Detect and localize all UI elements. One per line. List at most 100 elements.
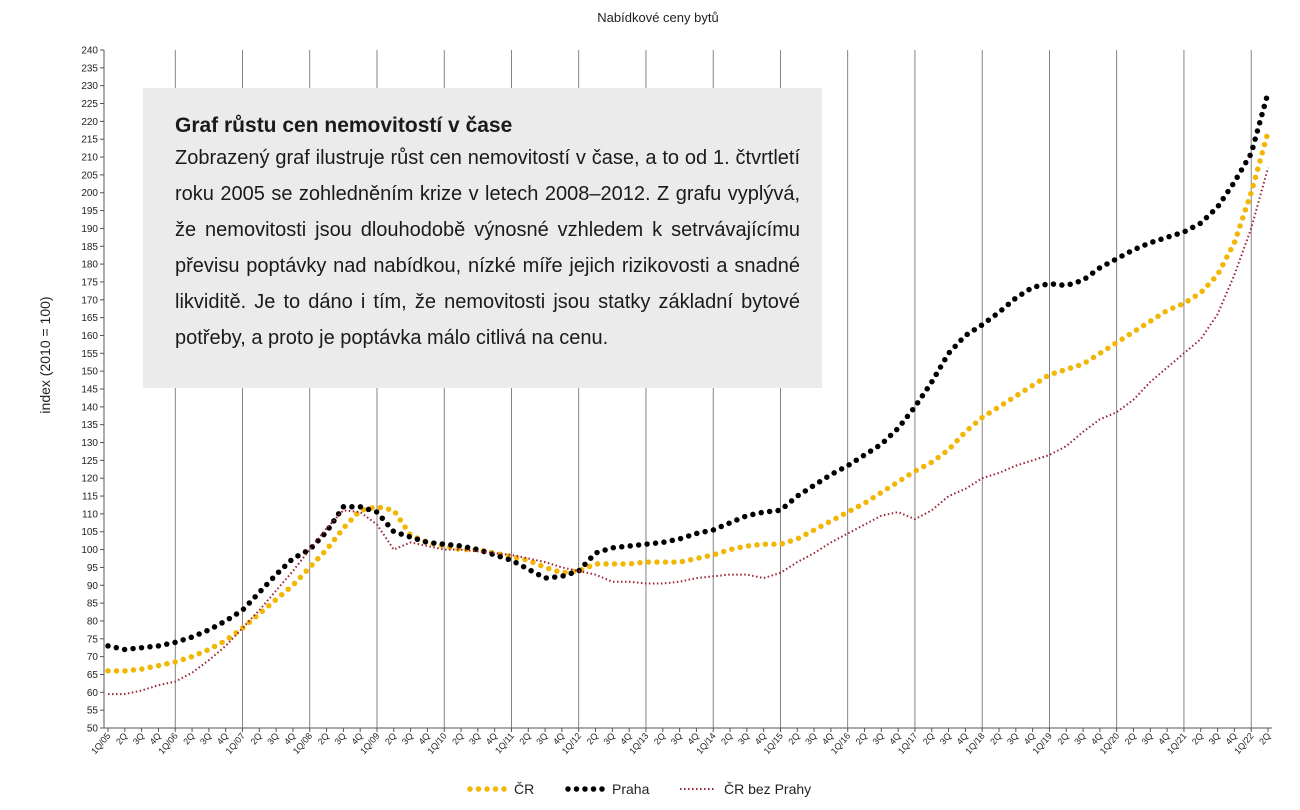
x-tick-label: 1Q/19 [1031, 731, 1054, 756]
y-tick-label: 165 [81, 313, 98, 324]
y-tick-label: 235 [81, 63, 98, 74]
y-tick-label: 80 [87, 616, 99, 627]
x-tick-label: 3Q [870, 731, 885, 747]
y-tick-label: 115 [82, 492, 98, 503]
y-tick-label: 185 [81, 242, 98, 253]
annotation-heading: Graf růstu cen nemovitostí v čase [175, 114, 513, 137]
y-axis-label: index (2010 = 100) [37, 296, 53, 413]
legend-item: ČR bez Prahy [680, 781, 811, 797]
y-tick-label: 160 [81, 331, 98, 342]
y-tick-label: 130 [81, 438, 98, 449]
legend-label: Praha [612, 781, 650, 797]
x-tick-label: 3Q [1139, 731, 1154, 747]
y-tick-label: 210 [81, 153, 98, 164]
series-line [108, 167, 1269, 696]
y-tick-label: 110 [82, 509, 98, 520]
x-tick-label: 3Q [198, 731, 213, 747]
y-tick-label: 180 [81, 260, 98, 271]
x-tick-label: 2Q [719, 731, 734, 747]
x-tick-label: 1Q/05 [89, 731, 112, 756]
y-tick-label: 215 [81, 135, 98, 146]
y-tick-label: 125 [81, 456, 98, 467]
y-tick-label: 140 [81, 402, 98, 413]
x-tick-label: 1Q/22 [1232, 731, 1255, 756]
y-tick-label: 85 [87, 599, 99, 610]
legend-label: ČR [514, 781, 534, 797]
y-tick-label: 100 [81, 545, 98, 556]
x-tick-label: 1Q/08 [291, 731, 314, 756]
x-tick-label: 1Q/15 [762, 731, 785, 756]
x-tick-label: 3Q [1072, 731, 1087, 747]
x-tick-label: 1Q/07 [224, 731, 247, 756]
legend-item: Praha [565, 781, 650, 797]
x-tick-label: 3Q [736, 731, 751, 747]
series-line [105, 129, 1271, 674]
x-tick-label: 2Q [854, 731, 869, 747]
y-tick-label: 190 [81, 224, 98, 235]
x-tick-label: 1Q/13 [627, 731, 650, 756]
x-tick-label: 1Q/12 [560, 731, 583, 756]
x-tick-label: 2Q [383, 731, 398, 747]
y-tick-label: 60 [87, 688, 99, 699]
x-tick-label: 2Q [786, 731, 801, 747]
y-tick-label: 75 [87, 634, 99, 645]
y-tick-label: 55 [87, 706, 99, 717]
y-tick-label: 155 [81, 349, 98, 360]
y-tick-label: 225 [81, 99, 98, 110]
x-tick-label: 3Q [669, 731, 684, 747]
x-tick-label: 2Q [1123, 731, 1138, 747]
x-tick-label: 3Q [938, 731, 953, 747]
x-tick-label: 2Q [921, 731, 936, 747]
y-tick-label: 95 [87, 563, 99, 574]
x-tick-label: 2Q [988, 731, 1003, 747]
x-tick-label: 2Q [181, 731, 196, 747]
legend-label: ČR bez Prahy [724, 781, 811, 797]
y-tick-label: 70 [87, 652, 99, 663]
y-tick-label: 195 [81, 206, 98, 217]
x-tick-label: 2Q [585, 731, 600, 747]
x-tick-label: 2Q [114, 731, 129, 747]
x-tick-label: 1Q/21 [1165, 731, 1188, 756]
x-tick-label: 1Q/14 [694, 731, 717, 756]
x-tick-label: 2Q [1190, 731, 1205, 747]
y-tick-label: 65 [87, 670, 99, 681]
x-tick-label: 3Q [1005, 731, 1020, 747]
x-tick-label: 3Q [333, 731, 348, 747]
y-tick-label: 205 [81, 170, 98, 181]
x-tick-label: 2Q [517, 731, 532, 747]
y-tick-label: 50 [87, 724, 99, 735]
x-tick-label: 1Q/16 [829, 731, 852, 756]
x-tick-label: 3Q [601, 731, 616, 747]
y-tick-label: 170 [81, 295, 98, 306]
x-tick-label: 1Q/06 [156, 731, 179, 756]
annotation-text: Zobrazený graf ilustruje růst cen nemovi… [175, 147, 800, 349]
y-tick-label: 145 [81, 385, 98, 396]
y-tick-label: 120 [81, 474, 98, 485]
x-tick-label: 3Q [131, 731, 146, 747]
x-tick-label: 1Q/20 [1098, 731, 1121, 756]
x-tick-label: 3Q [534, 731, 549, 747]
x-tick-label: 3Q [1207, 731, 1222, 747]
x-tick-label: 1Q/11 [493, 731, 516, 756]
chart-title: Nabídkové ceny bytů [597, 10, 718, 25]
legend-item: ČR [467, 781, 534, 797]
x-tick-label: 3Q [400, 731, 415, 747]
y-tick-label: 240 [81, 46, 98, 57]
x-tick-label: 1Q/17 [896, 731, 919, 756]
y-tick-label: 90 [87, 581, 99, 592]
x-tick-label: 2Q [450, 731, 465, 747]
x-tick-label: 2Q [316, 731, 331, 747]
x-tick-label: 2Q [1257, 731, 1272, 747]
y-tick-label: 220 [81, 117, 98, 128]
y-tick-label: 200 [81, 188, 98, 199]
x-tick-label: 2Q [1055, 731, 1070, 747]
y-tick-label: 175 [81, 277, 98, 288]
y-tick-label: 230 [81, 81, 98, 92]
x-tick-label: 3Q [803, 731, 818, 747]
x-tick-label: 1Q/18 [963, 731, 986, 756]
series-line [105, 90, 1271, 653]
x-tick-label: 1Q/09 [358, 731, 381, 756]
x-tick-label: 3Q [265, 731, 280, 747]
x-tick-label: 2Q [652, 731, 667, 747]
